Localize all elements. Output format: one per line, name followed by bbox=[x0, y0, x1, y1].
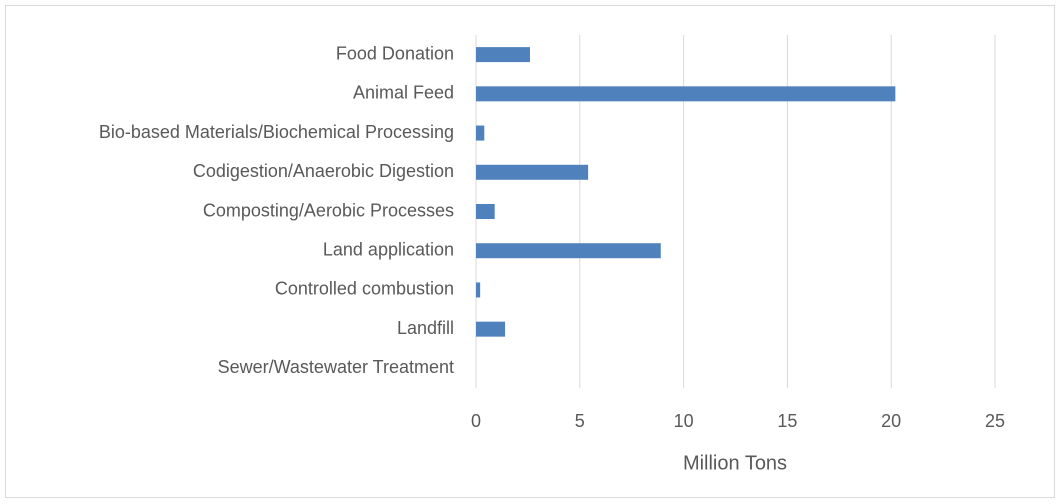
y-tick-label: Food Donation bbox=[336, 43, 454, 63]
bar bbox=[476, 282, 481, 298]
y-tick-label: Land application bbox=[323, 239, 454, 259]
x-tick-label: 20 bbox=[881, 411, 901, 431]
x-axis-title: Million Tons bbox=[683, 452, 787, 474]
bar bbox=[476, 86, 896, 102]
x-tick-label: 5 bbox=[575, 411, 585, 431]
y-tick-label: Animal Feed bbox=[353, 83, 454, 103]
bar bbox=[476, 164, 589, 180]
x-tick-label: 10 bbox=[674, 411, 694, 431]
x-tick-label: 15 bbox=[777, 411, 797, 431]
bar bbox=[476, 125, 485, 141]
bar bbox=[476, 321, 506, 337]
y-tick-label: Sewer/Wastewater Treatment bbox=[218, 357, 454, 377]
y-tick-label: Bio-based Materials/Biochemical Processi… bbox=[99, 122, 454, 142]
y-tick-label: Composting/Aerobic Processes bbox=[203, 200, 454, 220]
bar bbox=[476, 204, 495, 219]
y-tick-label: Landfill bbox=[397, 318, 454, 338]
x-tick-label: 0 bbox=[471, 411, 481, 431]
bar bbox=[476, 47, 530, 63]
y-tick-label: Codigestion/Anaerobic Digestion bbox=[193, 161, 454, 181]
y-tick-label: Controlled combustion bbox=[275, 279, 454, 299]
bar bbox=[476, 243, 661, 259]
x-tick-label: 25 bbox=[985, 411, 1005, 431]
